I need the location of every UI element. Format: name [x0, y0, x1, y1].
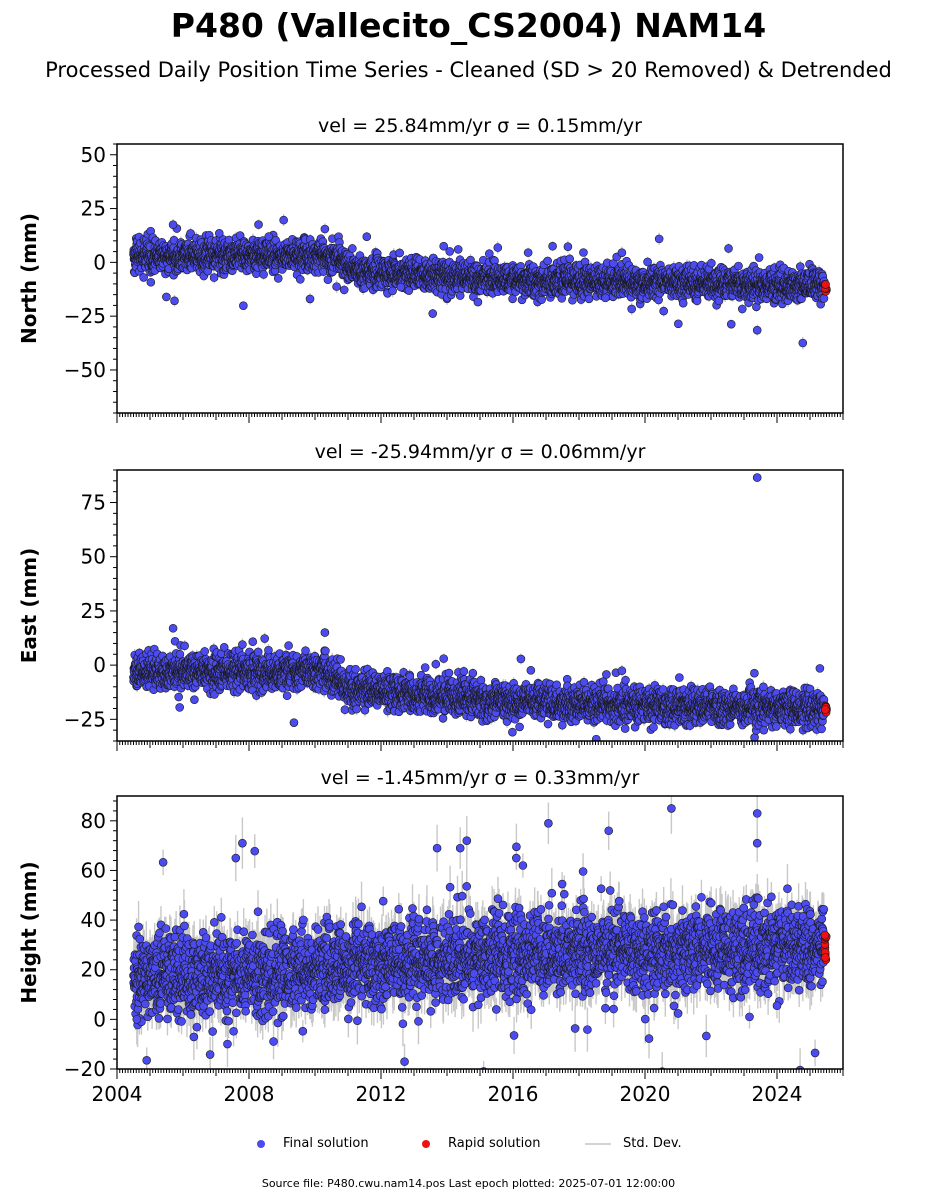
final-solution-point	[259, 270, 268, 279]
panel-title-north: vel = 25.84mm/yr σ = 0.15mm/yr	[318, 115, 642, 137]
plot-panel-north: vel = 25.84mm/yr σ = 0.15mm/yr North (mm)…	[17, 115, 844, 423]
final-points-north	[129, 215, 829, 348]
data-layer-north	[129, 214, 831, 350]
final-solution-point	[139, 273, 148, 282]
final-solution-point	[162, 292, 171, 302]
final-solution-point	[295, 275, 305, 284]
final-solution-point	[170, 296, 179, 306]
final-solution-point	[186, 229, 195, 238]
page-subtitle: Processed Daily Position Time Series - C…	[0, 58, 937, 82]
final-solution-point	[332, 282, 341, 291]
page-title: P480 (Vallecito_CS2004) NAM14	[0, 6, 937, 45]
final-solution-point	[323, 275, 333, 285]
final-solution-point	[146, 277, 156, 287]
final-solution-point	[239, 301, 248, 310]
final-solution-point	[209, 273, 219, 282]
final-solution-point	[279, 215, 288, 225]
final-solution-point	[235, 231, 245, 240]
chart-figure: vel = 25.84mm/yr σ = 0.15mm/yr North (mm)…	[17, 115, 844, 1106]
final-solution-point	[254, 220, 263, 229]
final-solution-point	[305, 294, 315, 304]
final-solution-point	[273, 274, 283, 283]
y-axis-label-north: North (mm)	[17, 213, 41, 344]
